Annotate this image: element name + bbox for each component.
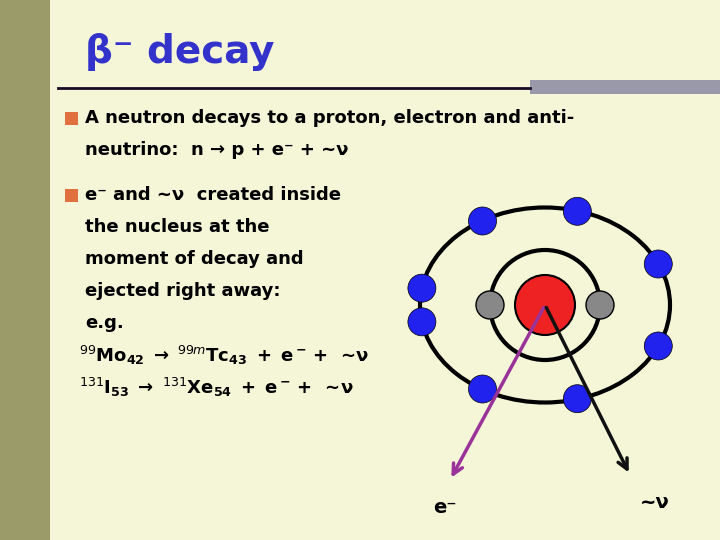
Circle shape [563, 197, 591, 225]
Bar [65, 111, 78, 125]
Bar [530, 80, 720, 94]
Circle shape [515, 275, 575, 335]
Text: moment of decay and: moment of decay and [85, 250, 304, 268]
Text: $^{99}$$\mathbf{Mo}$$_{\mathbf{42}}$ $\mathbf{\rightarrow}$ $^{99m}$$\mathbf{Tc}: $^{99}$$\mathbf{Mo}$$_{\mathbf{42}}$ $\m… [79, 343, 369, 367]
Text: e.g.: e.g. [85, 314, 124, 332]
Circle shape [644, 250, 672, 278]
Circle shape [469, 375, 497, 403]
Text: the nucleus at the: the nucleus at the [85, 218, 269, 236]
Text: e⁻ and ~ν  created inside: e⁻ and ~ν created inside [85, 186, 341, 204]
Bar [65, 188, 78, 201]
Circle shape [408, 274, 436, 302]
Text: e⁻: e⁻ [433, 498, 456, 517]
Text: β⁻ decay: β⁻ decay [85, 33, 274, 71]
Text: A neutron decays to a proton, electron and anti-: A neutron decays to a proton, electron a… [85, 109, 575, 127]
Text: ejected right away:: ejected right away: [85, 282, 281, 300]
Text: neutrino:  n → p + e⁻ + ~ν: neutrino: n → p + e⁻ + ~ν [85, 141, 348, 159]
Circle shape [469, 207, 497, 235]
Text: ~ν: ~ν [640, 493, 670, 512]
Bar [0, 0, 50, 540]
Text: $^{131}$$\mathbf{I}$$_{\mathbf{53}}$ $\mathbf{\rightarrow}$ $^{131}$$\mathbf{Xe}: $^{131}$$\mathbf{I}$$_{\mathbf{53}}$ $\m… [79, 375, 354, 399]
Circle shape [563, 384, 591, 413]
Circle shape [586, 291, 614, 319]
Circle shape [408, 308, 436, 336]
Circle shape [476, 291, 504, 319]
Circle shape [644, 332, 672, 360]
